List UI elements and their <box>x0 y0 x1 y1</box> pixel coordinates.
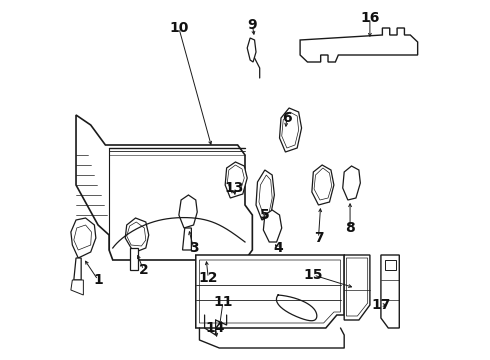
Polygon shape <box>263 210 282 242</box>
Polygon shape <box>130 248 139 270</box>
Polygon shape <box>256 170 274 220</box>
Text: 8: 8 <box>345 221 355 235</box>
Polygon shape <box>196 255 344 328</box>
Text: 14: 14 <box>206 321 225 335</box>
Polygon shape <box>225 162 247 198</box>
Text: 15: 15 <box>304 268 323 282</box>
Text: 11: 11 <box>213 295 233 309</box>
Polygon shape <box>343 166 360 200</box>
Text: 3: 3 <box>189 241 198 255</box>
Text: 6: 6 <box>282 111 292 125</box>
Text: 12: 12 <box>198 271 218 285</box>
Text: 10: 10 <box>169 21 189 35</box>
Text: 1: 1 <box>93 273 103 287</box>
Polygon shape <box>385 260 395 270</box>
Text: 13: 13 <box>224 181 244 195</box>
Text: 2: 2 <box>139 263 148 277</box>
Text: 4: 4 <box>273 241 283 255</box>
Polygon shape <box>344 255 370 320</box>
Text: 7: 7 <box>314 231 323 245</box>
Polygon shape <box>247 38 256 62</box>
Polygon shape <box>179 195 197 228</box>
Polygon shape <box>183 228 192 250</box>
Text: 16: 16 <box>360 11 380 25</box>
Polygon shape <box>300 28 417 62</box>
Polygon shape <box>125 218 149 252</box>
Polygon shape <box>312 165 334 205</box>
Polygon shape <box>74 258 81 280</box>
Text: 17: 17 <box>371 298 391 312</box>
Polygon shape <box>381 255 399 328</box>
Text: 5: 5 <box>260 208 270 222</box>
Polygon shape <box>279 108 301 152</box>
Polygon shape <box>71 218 96 258</box>
Text: 9: 9 <box>247 18 257 32</box>
Polygon shape <box>71 280 83 295</box>
Polygon shape <box>76 115 252 260</box>
